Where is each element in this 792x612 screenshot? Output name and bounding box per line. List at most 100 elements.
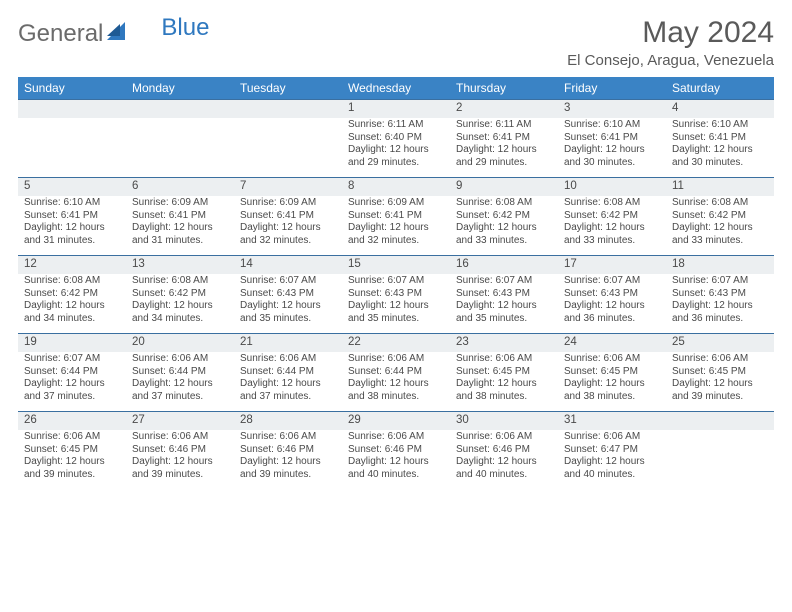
daylight-line: Daylight: 12 hours and 40 minutes. xyxy=(564,456,645,480)
day-number-cell: 18 xyxy=(666,256,774,275)
day-number-cell: 9 xyxy=(450,178,558,197)
sunset-line: Sunset: 6:40 PM xyxy=(348,132,422,143)
daylight-line: Daylight: 12 hours and 32 minutes. xyxy=(348,222,429,246)
month-title: May 2024 xyxy=(567,16,774,50)
day-number-cell: 27 xyxy=(126,412,234,431)
sunset-line: Sunset: 6:43 PM xyxy=(564,288,638,299)
day-number-cell: 12 xyxy=(18,256,126,275)
sunrise-line: Sunrise: 6:06 AM xyxy=(348,353,424,364)
day-number-cell: 7 xyxy=(234,178,342,197)
sunrise-line: Sunrise: 6:06 AM xyxy=(132,353,208,364)
day-detail-cell: Sunrise: 6:07 AMSunset: 6:43 PMDaylight:… xyxy=(342,274,450,334)
sunset-line: Sunset: 6:41 PM xyxy=(24,210,98,221)
day-detail-cell: Sunrise: 6:06 AMSunset: 6:45 PMDaylight:… xyxy=(450,352,558,412)
day-number-row: 12131415161718 xyxy=(18,256,774,275)
day-detail-cell: Sunrise: 6:10 AMSunset: 6:41 PMDaylight:… xyxy=(666,118,774,178)
day-detail-cell: Sunrise: 6:06 AMSunset: 6:47 PMDaylight:… xyxy=(558,430,666,489)
day-detail-row: Sunrise: 6:11 AM Sunset: 6:40 PM Daylight:… xyxy=(18,118,774,178)
sunset-line: Sunset: 6:41 PM xyxy=(672,132,746,143)
sunrise-line: Sunrise: 6:06 AM xyxy=(564,431,640,442)
day-number-row: 567891011 xyxy=(18,178,774,197)
sunset-line: Sunset: 6:46 PM xyxy=(348,444,422,455)
day-number-cell: 10 xyxy=(558,178,666,197)
location: El Consejo, Aragua, Venezuela xyxy=(567,52,774,69)
daylight-line: Daylight: 12 hours and 30 minutes. xyxy=(564,144,645,168)
day-detail-cell: Sunrise: 6:08 AMSunset: 6:42 PMDaylight:… xyxy=(558,196,666,256)
day-number-cell: 1 xyxy=(342,100,450,119)
day-detail-cell xyxy=(126,118,234,178)
day-header-row: SundayMondayTuesdayWednesdayThursdayFrid… xyxy=(18,77,774,100)
day-number-row: 262728293031 xyxy=(18,412,774,431)
calendar-table: SundayMondayTuesdayWednesdayThursdayFrid… xyxy=(18,77,774,489)
day-number-cell: 31 xyxy=(558,412,666,431)
day-detail-cell: Sunrise: 6:07 AMSunset: 6:44 PMDaylight:… xyxy=(18,352,126,412)
day-number-cell: 4 xyxy=(666,100,774,119)
day-number-cell: 22 xyxy=(342,334,450,353)
daylight-line: Daylight: 12 hours and 40 minutes. xyxy=(348,456,429,480)
day-number-cell: 5 xyxy=(18,178,126,197)
day-number-cell: 19 xyxy=(18,334,126,353)
sunrise-line: Sunrise: 6:08 AM xyxy=(24,275,100,286)
day-detail-cell xyxy=(18,118,126,178)
day-number-cell: 17 xyxy=(558,256,666,275)
day-number-cell: 24 xyxy=(558,334,666,353)
day-number-cell: 11 xyxy=(666,178,774,197)
day-header: Friday xyxy=(558,77,666,100)
daylight-line: Daylight: 12 hours and 35 minutes. xyxy=(240,300,321,324)
day-number-cell: 13 xyxy=(126,256,234,275)
sunset-line: Sunset: 6:43 PM xyxy=(456,288,530,299)
sunrise-line: Sunrise: 6:07 AM xyxy=(564,275,640,286)
day-detail-cell: Sunrise: 6:10 AM Sunset: 6:41 PMDaylight:… xyxy=(558,118,666,178)
day-header: Tuesday xyxy=(234,77,342,100)
day-detail-cell: Sunrise: 6:06 AMSunset: 6:46 PMDaylight:… xyxy=(342,430,450,489)
day-detail-cell: Sunrise: 6:06 AMSunset: 6:46 PMDaylight:… xyxy=(234,430,342,489)
day-header: Monday xyxy=(126,77,234,100)
day-detail-row: Sunrise: 6:07 AMSunset: 6:44 PMDaylight:… xyxy=(18,352,774,412)
daylight-line: Daylight: 12 hours and 32 minutes. xyxy=(240,222,321,246)
sunset-line: Sunset: 6:42 PM xyxy=(564,210,638,221)
day-number-cell xyxy=(234,100,342,119)
day-detail-cell: Sunrise: 6:08 AMSunset: 6:42 PMDaylight:… xyxy=(450,196,558,256)
sunrise-line: Sunrise: 6:08 AM xyxy=(456,197,532,208)
daylight-line: Daylight: 12 hours and 40 minutes. xyxy=(456,456,537,480)
daylight-line: Daylight: 12 hours and 37 minutes. xyxy=(24,378,105,402)
sunset-line: Sunset: 6:43 PM xyxy=(348,288,422,299)
daylight-line: Daylight: 12 hours and 39 minutes. xyxy=(24,456,105,480)
day-number-cell: 26 xyxy=(18,412,126,431)
day-number-cell: 23 xyxy=(450,334,558,353)
day-detail-cell: Sunrise: 6:07 AMSunset: 6:43 PMDaylight:… xyxy=(450,274,558,334)
sunrise-line: Sunrise: 6:06 AM xyxy=(564,353,640,364)
logo-sail-icon xyxy=(107,22,129,47)
daylight-line: Daylight: 12 hours and 29 minutes. xyxy=(456,144,537,168)
logo: General Blue xyxy=(18,20,181,48)
sunrise-line: Sunrise: 6:06 AM xyxy=(456,353,532,364)
daylight-line: Daylight: 12 hours and 38 minutes. xyxy=(564,378,645,402)
day-number-cell: 20 xyxy=(126,334,234,353)
day-number-cell: 14 xyxy=(234,256,342,275)
sunset-line: Sunset: 6:44 PM xyxy=(348,366,422,377)
daylight-line: Daylight: 12 hours and 38 minutes. xyxy=(456,378,537,402)
sunrise-line: Sunrise: 6:08 AM xyxy=(672,197,748,208)
day-number-cell: 8 xyxy=(342,178,450,197)
daylight-line: Daylight: 12 hours and 31 minutes. xyxy=(132,222,213,246)
day-number-cell: 16 xyxy=(450,256,558,275)
sunset-line: Sunset: 6:41 PM xyxy=(456,132,530,143)
daylight-line: Daylight: 12 hours and 33 minutes. xyxy=(456,222,537,246)
sunset-line: Sunset: 6:43 PM xyxy=(240,288,314,299)
sunrise-line: Sunrise: 6:10 AM xyxy=(564,119,640,130)
sunrise-line: Sunrise: 6:11 AM xyxy=(456,119,531,130)
sunrise-line: Sunrise: 6:09 AM xyxy=(132,197,208,208)
day-number-cell: 2 xyxy=(450,100,558,119)
sunset-line: Sunset: 6:46 PM xyxy=(456,444,530,455)
day-detail-cell: Sunrise: 6:06 AM Sunset: 6:44 PMDaylight:… xyxy=(342,352,450,412)
day-number-cell: 29 xyxy=(342,412,450,431)
sunset-line: Sunset: 6:45 PM xyxy=(672,366,746,377)
sunset-line: Sunset: 6:41 PM xyxy=(564,132,638,143)
day-number-cell: 21 xyxy=(234,334,342,353)
day-detail-cell: Sunrise: 6:08 AMSunset: 6:42 PMDaylight:… xyxy=(126,274,234,334)
day-detail-cell: Sunrise: 6:09 AMSunset: 6:41 PMDaylight:… xyxy=(342,196,450,256)
daylight-line: Daylight: 12 hours and 38 minutes. xyxy=(348,378,429,402)
day-detail-cell: Sunrise: 6:07 AMSunset: 6:43 PMDaylight:… xyxy=(666,274,774,334)
sunrise-line: Sunrise: 6:07 AM xyxy=(240,275,316,286)
day-number-cell xyxy=(126,100,234,119)
